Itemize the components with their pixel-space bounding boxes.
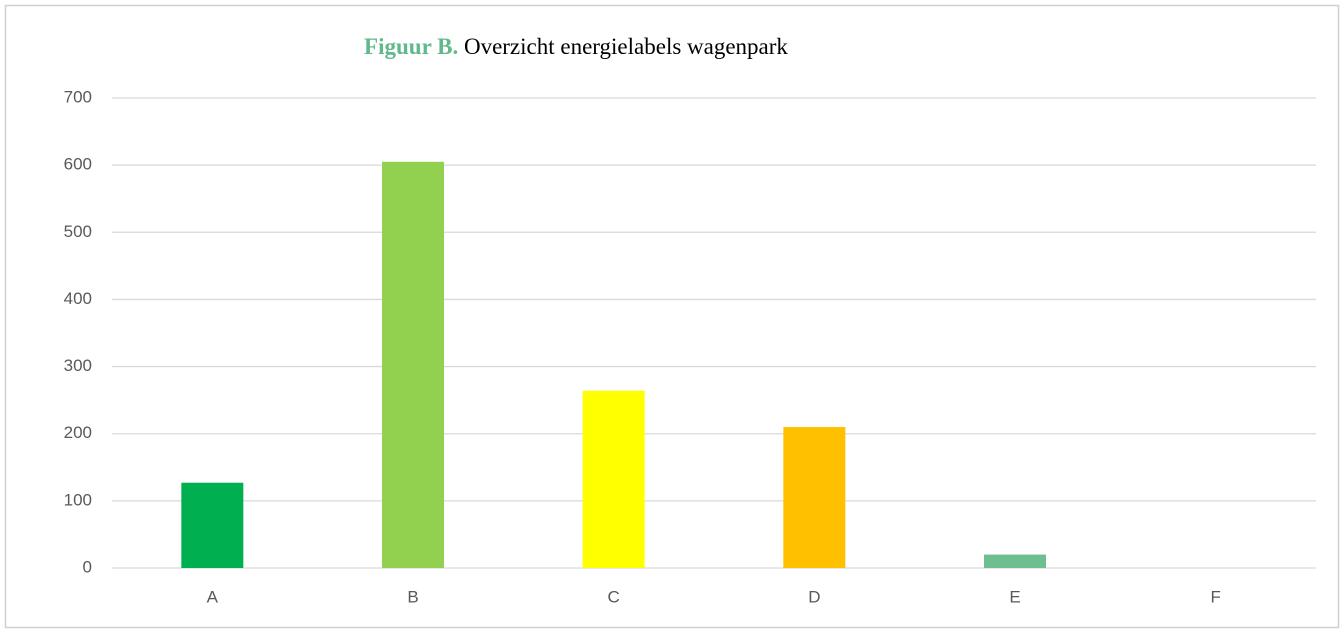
y-tick-label: 300 bbox=[64, 356, 92, 375]
x-tick-label: A bbox=[207, 587, 219, 606]
bar bbox=[181, 482, 244, 568]
y-tick-label: 500 bbox=[64, 222, 92, 241]
y-tick-label: 100 bbox=[64, 490, 92, 509]
title-label: Figuur B. bbox=[364, 34, 458, 59]
x-tick-label: C bbox=[608, 587, 620, 606]
chart-title: Figuur B. Overzicht energielabels wagenp… bbox=[364, 34, 788, 59]
x-tick-label: D bbox=[808, 587, 820, 606]
bar bbox=[984, 554, 1046, 568]
bar bbox=[582, 390, 645, 568]
y-tick-label: 600 bbox=[64, 155, 92, 174]
y-tick-label: 700 bbox=[64, 87, 92, 106]
bar bbox=[382, 161, 444, 569]
x-tick-label: F bbox=[1210, 587, 1220, 606]
y-tick-label: 0 bbox=[83, 557, 92, 576]
x-tick-label: B bbox=[407, 587, 418, 606]
title-text: Overzicht energielabels wagenpark bbox=[464, 34, 788, 59]
y-tick-label: 200 bbox=[64, 423, 92, 442]
bar bbox=[783, 427, 846, 568]
x-tick-label: E bbox=[1009, 587, 1020, 606]
y-tick-label: 400 bbox=[64, 289, 92, 308]
